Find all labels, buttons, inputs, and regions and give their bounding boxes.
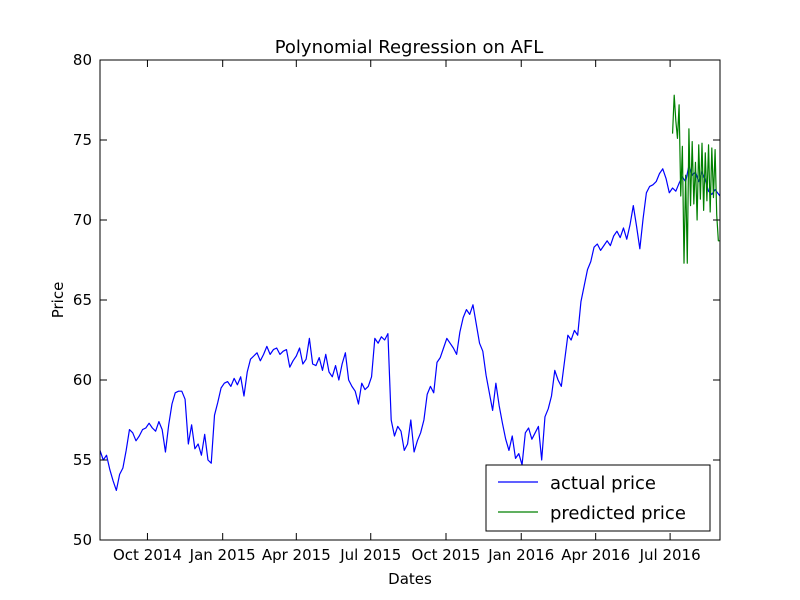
y-axis-label: Price [49, 282, 67, 319]
series-line-predicted-price [671, 94, 720, 264]
y-tick-label: 50 [73, 531, 92, 549]
chart-title: Polynomial Regression on AFL [275, 37, 544, 58]
legend: actual price predicted price [485, 464, 711, 532]
x-tick-label: Jan 2015 [189, 546, 256, 564]
y-tick-label: 75 [73, 131, 92, 149]
series-line-actual-price [99, 165, 721, 491]
y-tick-label: 55 [73, 451, 92, 469]
legend-label-predicted-price: predicted price [550, 503, 686, 524]
x-tick-label: Jan 2016 [487, 546, 554, 564]
y-tick-label: 70 [73, 211, 92, 229]
x-tick-label: Oct 2015 [412, 546, 481, 564]
legend-label-actual-price: actual price [550, 473, 656, 494]
x-tick-label: Jul 2015 [339, 546, 401, 564]
y-axis: 50 55 60 65 70 75 80 [73, 51, 720, 549]
y-tick-label: 65 [73, 291, 92, 309]
x-axis-label: Dates [388, 570, 432, 588]
x-axis: Oct 2014 Jan 2015 Apr 2015 Jul 2015 Oct 2015… [113, 60, 701, 564]
y-tick-label: 60 [73, 371, 92, 389]
x-tick-label: Jul 2016 [639, 546, 701, 564]
x-tick-label: Apr 2015 [262, 546, 331, 564]
x-tick-label: Oct 2014 [113, 546, 182, 564]
x-tick-label: Apr 2016 [561, 546, 630, 564]
y-tick-label: 80 [73, 51, 92, 69]
plot-area [99, 94, 721, 491]
legend-box [485, 464, 711, 532]
